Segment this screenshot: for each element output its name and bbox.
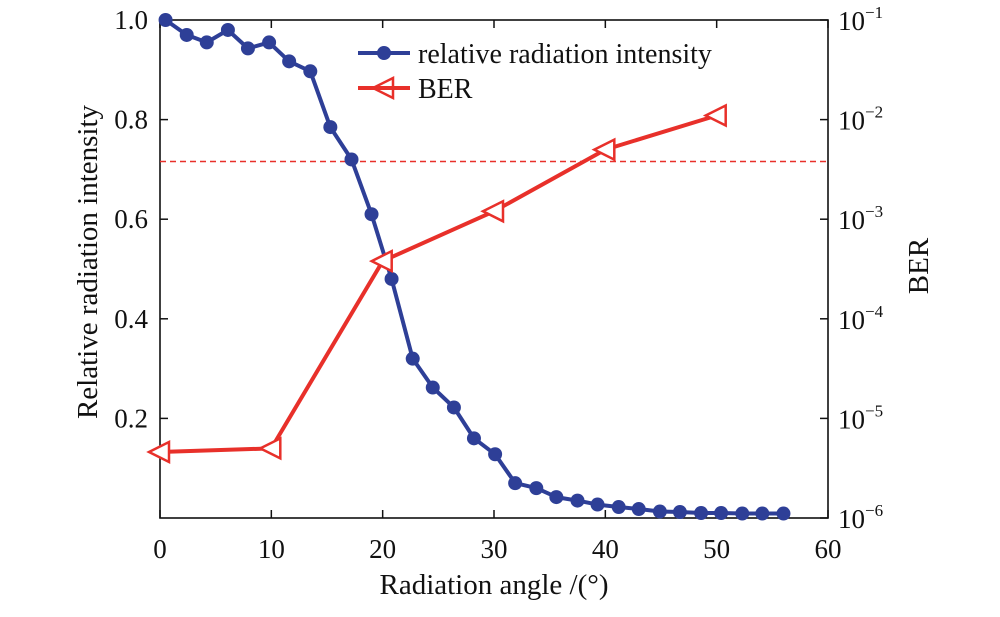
intensity-point — [405, 351, 420, 366]
y-right-tick-label: 10−4 — [838, 302, 884, 335]
intensity-point — [714, 506, 729, 521]
x-tick-label: 0 — [153, 534, 167, 564]
y-left-tick-label: 0.4 — [114, 304, 148, 334]
intensity-point — [529, 481, 544, 496]
intensity-point — [652, 504, 667, 519]
intensity-point — [446, 400, 461, 415]
intensity-point — [694, 506, 709, 521]
x-tick-label: 30 — [481, 534, 508, 564]
x-tick-label: 40 — [592, 534, 619, 564]
x-tick-label: 10 — [258, 534, 285, 564]
y-left-tick-label: 0.6 — [114, 204, 148, 234]
intensity-point — [631, 502, 646, 517]
x-tick-label: 20 — [369, 534, 396, 564]
intensity-point — [425, 380, 440, 395]
ber-point — [591, 137, 616, 162]
x-tick-label: 50 — [703, 534, 730, 564]
intensity-point — [282, 54, 297, 69]
y-right-tick-label: 10−6 — [838, 501, 883, 534]
intensity-point — [755, 506, 770, 521]
intensity-point — [344, 152, 359, 167]
intensity-point — [570, 493, 585, 508]
intensity-point — [590, 497, 605, 512]
intensity-point — [549, 490, 564, 505]
intensity-point — [262, 35, 277, 50]
intensity-point — [364, 207, 379, 222]
intensity-point — [488, 447, 503, 462]
y-left-tick-label: 0.8 — [114, 105, 148, 135]
y-right-tick-label: 10−2 — [838, 103, 883, 136]
intensity-point — [303, 64, 318, 79]
x-tick-label: 60 — [815, 534, 842, 564]
legend-ber-label: BER — [418, 74, 473, 105]
y-right-tick-label: 10−1 — [838, 3, 883, 36]
ber-point — [480, 199, 505, 224]
legend: relative radiation intensity BER — [358, 39, 712, 105]
plot-frame — [159, 19, 829, 519]
axis-ticks: 0 10 20 30 40 50 60 0.2 0.4 0.6 0.8 1.0 10−6 10−5 10−4… — [114, 3, 883, 564]
series-layer — [146, 13, 791, 521]
ber-point — [368, 249, 393, 274]
intensity-point — [466, 431, 481, 446]
legend-intensity-marker — [377, 46, 391, 60]
intensity-point — [323, 120, 338, 135]
ber-point — [257, 436, 282, 461]
y-axis-right-title: BER — [903, 237, 935, 294]
y-left-tick-label: 0.2 — [114, 403, 148, 433]
ber-series-line — [159, 113, 718, 454]
legend-ber-marker — [370, 75, 395, 101]
ber-point — [146, 439, 171, 465]
intensity-point — [776, 506, 791, 521]
intensity-point — [611, 500, 626, 515]
x-axis-title: Radiation angle /(°) — [379, 569, 608, 601]
intensity-point — [672, 505, 687, 520]
legend-intensity-label: relative radiation intensity — [418, 39, 712, 70]
intensity-point — [179, 27, 194, 42]
intensity-point — [199, 35, 214, 50]
ber-point — [702, 103, 727, 128]
intensity-point — [384, 271, 399, 286]
intensity-point — [158, 13, 173, 27]
y-axis-left-title: Relative radiation intensity — [72, 104, 104, 419]
y-right-tick-label: 10−5 — [838, 401, 883, 434]
intensity-point — [735, 506, 750, 521]
intensity-point — [508, 476, 523, 491]
y-right-tick-label: 10−3 — [838, 202, 883, 235]
intensity-point — [240, 41, 255, 56]
y-left-tick-label: 1.0 — [114, 5, 148, 35]
intensity-point — [220, 22, 235, 37]
